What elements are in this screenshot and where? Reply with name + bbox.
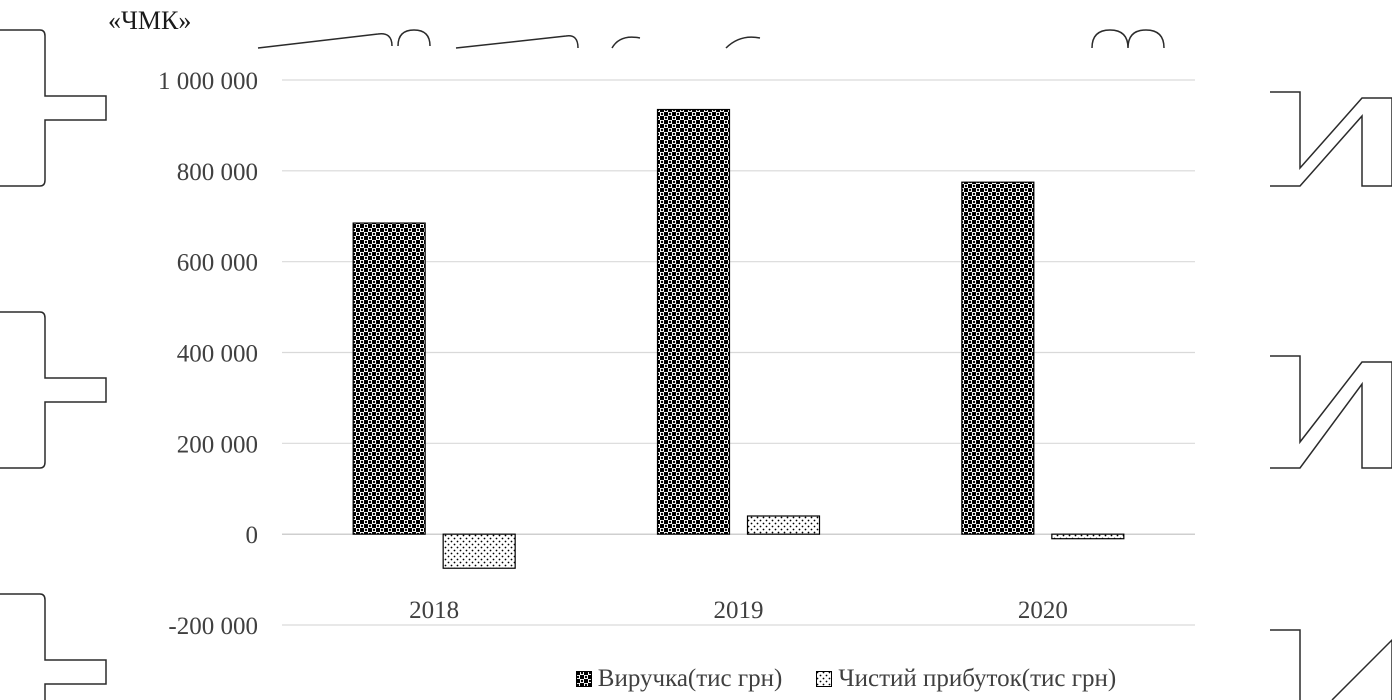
bar-net-profit-2020 [1051, 533, 1125, 540]
watermark-shape [0, 29, 107, 187]
y-tick-label: 200 000 [177, 431, 258, 458]
y-tick-label: 400 000 [177, 341, 258, 368]
legend-swatch-revenue [575, 671, 592, 687]
watermark-shape [0, 593, 107, 700]
legend-label-net-profit: Чистий прибуток(тис грн) [838, 665, 1117, 692]
bars [352, 108, 1125, 569]
watermark-shape [611, 36, 641, 49]
legend-label-revenue: Виручка(тис грн) [597, 665, 783, 692]
x-tick-label: 2018 [409, 597, 459, 624]
legend-swatch-net-profit [816, 671, 833, 687]
x-axis-ticks: 2018 2019 2020 [409, 597, 1068, 624]
legend: Виручка(тис грн) Чистий прибуток(тис грн… [0, 663, 1392, 695]
gridlines [282, 79, 1195, 626]
legend-item-net-profit: Чистий прибуток(тис грн) [816, 663, 1116, 695]
bar-net-profit-2018 [442, 533, 516, 569]
top-label: «ЧМК» [108, 6, 192, 35]
watermark-shape [1091, 29, 1165, 49]
watermark-shape [455, 35, 579, 49]
watermark-shape [725, 36, 761, 49]
bar-revenue-2019 [656, 108, 731, 535]
watermark-shape [1268, 629, 1392, 700]
watermark-shape [257, 33, 393, 49]
y-tick-label: 800 000 [177, 159, 258, 186]
y-tick-label: 1 000 000 [158, 68, 258, 95]
x-tick-label: 2019 [714, 597, 764, 624]
y-tick-label: 0 [246, 522, 259, 549]
bar-revenue-2020 [961, 181, 1035, 535]
watermark-shape [1268, 91, 1392, 187]
y-axis-ticks: -200 000 0 200 000 400 000 600 000 800 000 1 0… [158, 68, 258, 640]
legend-item-revenue: Виручка(тис грн) [575, 663, 783, 695]
x-tick-label: 2020 [1018, 597, 1068, 624]
watermark-shape [1268, 355, 1392, 469]
y-tick-label: -200 000 [168, 613, 258, 640]
watermark-shape [397, 29, 431, 47]
watermark-shape [0, 311, 107, 469]
bar-revenue-2018 [352, 222, 426, 535]
y-tick-label: 600 000 [177, 250, 258, 277]
bar-net-profit-2019 [746, 515, 821, 535]
